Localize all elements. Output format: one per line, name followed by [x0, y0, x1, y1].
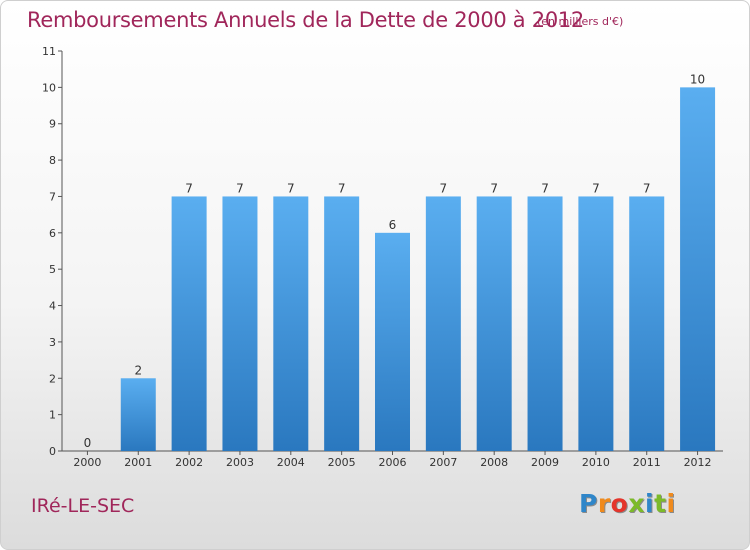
data-label: 2 — [134, 363, 142, 377]
x-tick-label: 2006 — [379, 456, 407, 469]
commune-name: IRé-LE-SEC — [31, 495, 135, 517]
logo-letter: i — [645, 489, 655, 518]
bar — [324, 196, 360, 451]
logo-letter: t — [654, 489, 667, 518]
y-tick-label: 1 — [49, 409, 56, 422]
y-tick-label: 7 — [49, 190, 56, 203]
data-label: 7 — [643, 181, 651, 195]
data-label: 7 — [338, 181, 346, 195]
data-label: 7 — [592, 181, 600, 195]
bar — [680, 87, 716, 451]
x-tick-label: 2003 — [226, 456, 254, 469]
y-tick-label: 4 — [49, 300, 56, 313]
x-tick-label: 2000 — [73, 456, 101, 469]
x-tick-label: 2005 — [328, 456, 356, 469]
chart-bars — [120, 87, 716, 451]
logo-letter: o — [610, 489, 629, 518]
y-tick-label: 11 — [42, 45, 56, 58]
x-tick-label: 2002 — [175, 456, 203, 469]
y-tick-label: 0 — [49, 445, 56, 458]
unit-note: (en milliers d'€) — [537, 15, 624, 28]
data-label: 7 — [236, 181, 244, 195]
data-label: 7 — [440, 181, 448, 195]
x-tick-label: 2001 — [124, 456, 152, 469]
bar — [120, 378, 156, 451]
x-tick-label: 2011 — [633, 456, 661, 469]
bar — [273, 196, 309, 451]
data-label: 7 — [541, 181, 549, 195]
bar — [578, 196, 614, 451]
y-tick-label: 9 — [49, 118, 56, 131]
x-tick-label: 2008 — [480, 456, 508, 469]
chart-title: Remboursements Annuels de la Dette de 20… — [27, 8, 584, 32]
y-tick-label: 10 — [42, 81, 56, 94]
y-tick-label: 2 — [49, 372, 56, 385]
data-label: 7 — [287, 181, 295, 195]
x-tick-label: 2009 — [531, 456, 559, 469]
bar — [222, 196, 258, 451]
logo-letter: x — [628, 489, 645, 518]
y-tick-label: 3 — [49, 336, 56, 349]
bar — [629, 196, 665, 451]
bar — [375, 232, 410, 451]
logo-letter: i — [666, 489, 676, 518]
data-label: 10 — [690, 72, 705, 86]
x-tick-label: 2007 — [429, 456, 457, 469]
bar — [171, 196, 207, 451]
x-tick-label: 2004 — [277, 456, 305, 469]
y-tick-label: 5 — [49, 263, 56, 276]
data-label: 0 — [84, 436, 92, 450]
bar — [425, 196, 461, 451]
data-label: 7 — [185, 181, 193, 195]
bar — [476, 196, 512, 451]
bar — [527, 196, 563, 451]
chart-labels: 0 2000 2 2001 7 2002 7 2003 7 2004 7 2005 6 2006 7 2007… — [73, 72, 711, 469]
logo-letter: r — [597, 489, 611, 518]
y-tick-label: 6 — [49, 227, 56, 240]
proxiti-logo: Proxiti — [579, 489, 676, 518]
x-tick-label: 2010 — [582, 456, 610, 469]
logo-letter: P — [579, 489, 598, 518]
data-label: 7 — [490, 181, 498, 195]
y-tick-label: 8 — [49, 154, 56, 167]
data-label: 6 — [389, 218, 397, 232]
x-tick-label: 2012 — [684, 456, 712, 469]
